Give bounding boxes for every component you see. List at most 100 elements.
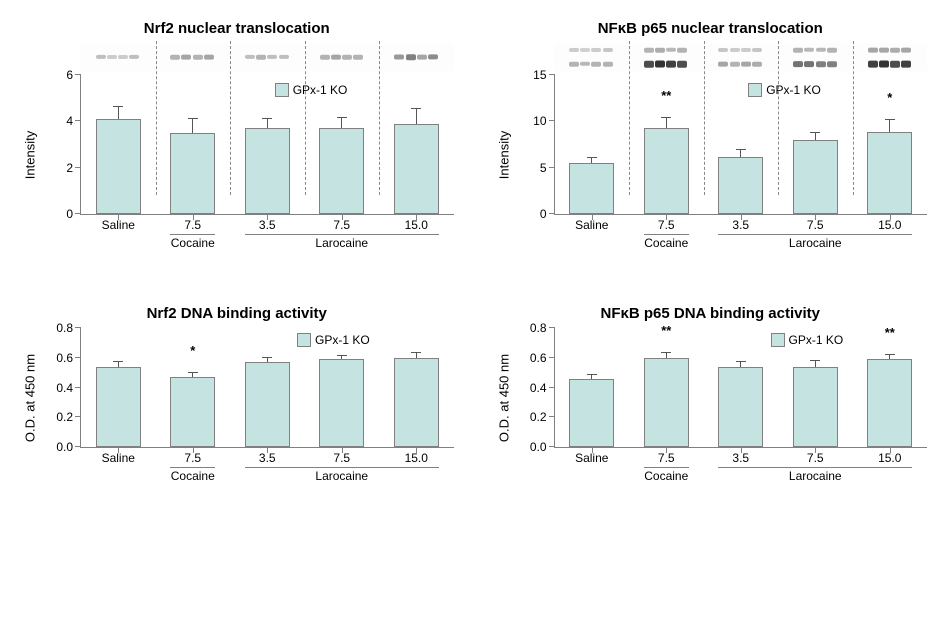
x-group-label: Cocaine: [644, 236, 688, 250]
x-group-line: [170, 234, 215, 235]
x-tick-label: 15.0: [405, 218, 428, 232]
bar: [96, 367, 141, 447]
x-group-label: Cocaine: [171, 236, 215, 250]
y-tick-label: 0.4: [521, 381, 547, 395]
bar: [569, 163, 614, 214]
error-bar: [815, 133, 816, 139]
error-cap: [411, 108, 421, 109]
blot-band: [677, 61, 687, 68]
error-bar: [591, 375, 592, 379]
bar: [867, 132, 912, 214]
y-tick-label: 0.6: [47, 351, 73, 365]
y-axis-label: O.D. at 450 nm: [496, 354, 511, 442]
blot-band: [879, 48, 889, 53]
blot-band: [804, 48, 814, 52]
blot-band: [204, 55, 214, 60]
significance-marker: **: [661, 88, 671, 103]
y-tick-label: 0.8: [521, 321, 547, 335]
blot-band: [580, 62, 590, 66]
x-tick-label: 15.0: [405, 451, 428, 465]
y-tick-label: 15: [521, 68, 547, 82]
x-group-label: Larocaine: [315, 236, 368, 250]
bar: [718, 367, 763, 447]
blot-band: [644, 61, 654, 68]
blot-band: [591, 62, 601, 67]
blot-band: [655, 48, 665, 53]
blot-band: [901, 48, 911, 53]
y-tick-label: 2: [47, 161, 73, 175]
blot-band: [890, 61, 900, 68]
blot-band: [644, 48, 654, 53]
group-separator: [853, 41, 854, 195]
y-tick-label: 4: [47, 114, 73, 128]
panel-nrf2_dna: Nrf2 DNA binding activityO.D. at 450 nm0…: [20, 305, 454, 508]
blot-band: [245, 55, 255, 59]
error-cap: [810, 360, 820, 361]
bar: [394, 358, 439, 447]
group-separator: [379, 41, 380, 195]
legend-label: GPx-1 KO: [293, 83, 348, 97]
blot-band: [118, 55, 128, 59]
x-tick-label: 3.5: [259, 218, 276, 232]
y-tick-label: 0.6: [521, 351, 547, 365]
error-cap: [337, 355, 347, 356]
error-bar: [740, 362, 741, 366]
significance-marker: **: [661, 323, 671, 338]
y-tick-label: 0: [521, 207, 547, 221]
x-tick-label: Saline: [102, 218, 135, 232]
blot-band: [580, 48, 590, 52]
blot-band: [428, 54, 438, 59]
blot-band: [666, 48, 676, 52]
bar: [569, 379, 614, 447]
x-group-label: Larocaine: [789, 236, 842, 250]
x-group-line: [644, 467, 689, 468]
y-tick-label: 0.0: [47, 440, 73, 454]
x-group-label: Larocaine: [315, 469, 368, 483]
blot-band: [331, 55, 341, 60]
error-cap: [262, 357, 272, 358]
chart-title: Nrf2 DNA binding activity: [20, 305, 454, 322]
blot-band: [256, 55, 266, 60]
blot-band: [741, 48, 751, 52]
plot-region: 0.00.20.40.60.8GPx-1 KOSaline*7.53.57.51…: [80, 328, 454, 448]
error-bar: [889, 355, 890, 359]
x-tick-label: 7.5: [333, 218, 350, 232]
error-bar: [192, 373, 193, 377]
blot-band: [868, 48, 878, 53]
legend-swatch: [275, 83, 289, 97]
blot-band: [569, 48, 579, 52]
bar: [793, 140, 838, 214]
group-separator: [704, 41, 705, 195]
bar: [170, 377, 215, 447]
error-bar: [416, 353, 417, 357]
blot-band: [868, 61, 878, 68]
legend-swatch: [771, 333, 785, 347]
error-cap: [587, 157, 597, 158]
blot-band: [730, 62, 740, 67]
blot-band: [816, 48, 826, 52]
y-tick-label: 5: [521, 161, 547, 175]
significance-marker: *: [887, 90, 892, 105]
bar: [170, 133, 215, 214]
bar: [245, 362, 290, 447]
western-blot: [554, 43, 928, 71]
blot-band: [353, 55, 363, 60]
blot-band: [107, 55, 117, 59]
plot-region: 051015GPx-1 KOSaline**7.53.57.5*15.0Coca…: [554, 75, 928, 215]
panel-nfkb_dna: NFκB p65 DNA binding activityO.D. at 450…: [494, 305, 928, 508]
blot-band: [827, 61, 837, 67]
legend-swatch: [748, 83, 762, 97]
blot-band: [569, 62, 579, 67]
chart-area: O.D. at 450 nm0.00.20.40.60.8GPx-1 KOSal…: [554, 328, 928, 468]
panel-nrf2_nuclear: Nrf2 nuclear translocationIntensity0246G…: [20, 20, 454, 275]
error-cap: [810, 132, 820, 133]
blot-band: [741, 62, 751, 67]
x-tick-label: 3.5: [732, 451, 749, 465]
bar: [718, 157, 763, 214]
error-cap: [411, 352, 421, 353]
legend: GPx-1 KO: [275, 83, 348, 97]
x-group-line: [718, 467, 912, 468]
x-group-line: [644, 234, 689, 235]
x-group-line: [245, 234, 439, 235]
x-tick-label: 7.5: [658, 451, 675, 465]
